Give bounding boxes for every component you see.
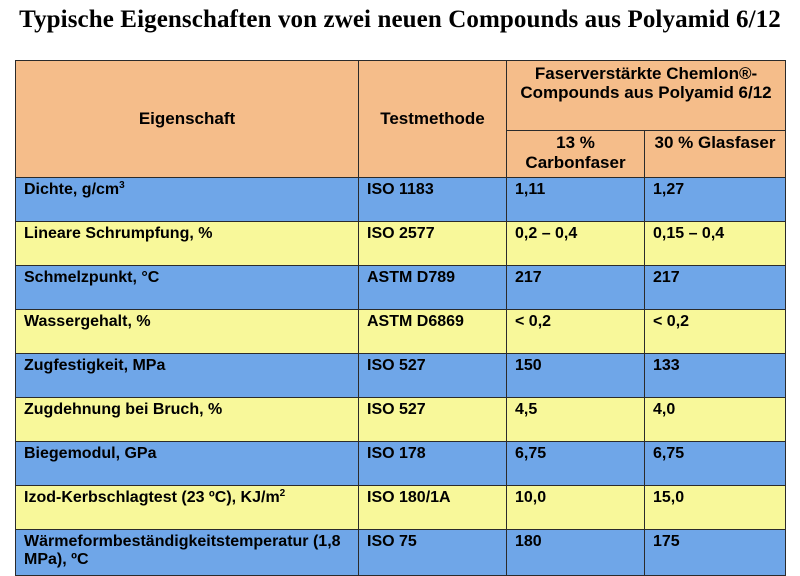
cell-carbonfaser: 0,2 – 0,4 — [506, 221, 645, 266]
cell-carbonfaser: 150 — [506, 353, 645, 398]
table-row: Biegemodul, GPa ISO 178 6,75 6,75 — [15, 441, 786, 486]
cell-method: ISO 527 — [358, 353, 507, 398]
cell-carbonfaser: 6,75 — [506, 441, 645, 486]
cell-property: Wassergehalt, % — [15, 309, 359, 354]
table-row: Zugdehnung bei Bruch, % ISO 527 4,5 4,0 — [15, 397, 786, 442]
header-carbonfaser: 13 % Carbonfaser — [506, 130, 645, 178]
table-header-row: Eigenschaft Testmethode Faserverstärkte … — [15, 60, 786, 178]
cell-property: Izod-Kerbschlagtest (23 ºC), KJ/m2 — [15, 485, 359, 530]
cell-method: ASTM D789 — [358, 265, 507, 310]
cell-method: ISO 178 — [358, 441, 507, 486]
cell-method: ASTM D6869 — [358, 309, 507, 354]
table-row: Izod-Kerbschlagtest (23 ºC), KJ/m2 ISO 18… — [15, 485, 786, 530]
cell-carbonfaser: 10,0 — [506, 485, 645, 530]
cell-method: ISO 75 — [358, 529, 507, 576]
page-title: Typische Eigenschaften von zwei neuen Co… — [19, 6, 781, 33]
cell-carbonfaser: 4,5 — [506, 397, 645, 442]
cell-property: Zugdehnung bei Bruch, % — [15, 397, 359, 442]
table-row: Lineare Schrumpfung, % ISO 2577 0,2 – 0,4 0… — [15, 221, 786, 266]
cell-property: Zugfestigkeit, MPa — [15, 353, 359, 398]
table-row: Dichte, g/cm3 ISO 1183 1,11 1,27 — [15, 177, 786, 222]
cell-method: ISO 180/1A — [358, 485, 507, 530]
cell-property: Dichte, g/cm3 — [15, 177, 359, 222]
cell-glasfaser: 15,0 — [644, 485, 786, 530]
cell-carbonfaser: 217 — [506, 265, 645, 310]
cell-method: ISO 1183 — [358, 177, 507, 222]
cell-glasfaser: 4,0 — [644, 397, 786, 442]
properties-table: Eigenschaft Testmethode Faserverstärkte … — [15, 60, 786, 576]
cell-carbonfaser: 1,11 — [506, 177, 645, 222]
cell-glasfaser: 1,27 — [644, 177, 786, 222]
cell-carbonfaser: 180 — [506, 529, 645, 576]
table-row: Schmelzpunkt, °C ASTM D789 217 217 — [15, 265, 786, 310]
cell-method: ISO 2577 — [358, 221, 507, 266]
header-method: Testmethode — [358, 60, 507, 178]
table-row: Wassergehalt, % ASTM D6869 < 0,2 < 0,2 — [15, 309, 786, 354]
header-glasfaser: 30 % Glasfaser — [644, 130, 786, 178]
cell-glasfaser: 133 — [644, 353, 786, 398]
cell-method: ISO 527 — [358, 397, 507, 442]
header-property: Eigenschaft — [15, 60, 359, 178]
cell-property: Biegemodul, GPa — [15, 441, 359, 486]
cell-glasfaser: < 0,2 — [644, 309, 786, 354]
cell-property: Wärmeformbeständigkeitstemperatur (1,8 M… — [15, 529, 359, 576]
cell-glasfaser: 217 — [644, 265, 786, 310]
table-row: Zugfestigkeit, MPa ISO 527 150 133 — [15, 353, 786, 398]
cell-property: Schmelzpunkt, °C — [15, 265, 359, 310]
cell-glasfaser: 0,15 – 0,4 — [644, 221, 786, 266]
table-row: Wärmeformbeständigkeitstemperatur (1,8 M… — [15, 529, 786, 576]
cell-carbonfaser: < 0,2 — [506, 309, 645, 354]
cell-glasfaser: 175 — [644, 529, 786, 576]
cell-glasfaser: 6,75 — [644, 441, 786, 486]
header-compound-group: Faserverstärkte Chemlon®-Compounds aus P… — [506, 60, 786, 131]
cell-property: Lineare Schrumpfung, % — [15, 221, 359, 266]
